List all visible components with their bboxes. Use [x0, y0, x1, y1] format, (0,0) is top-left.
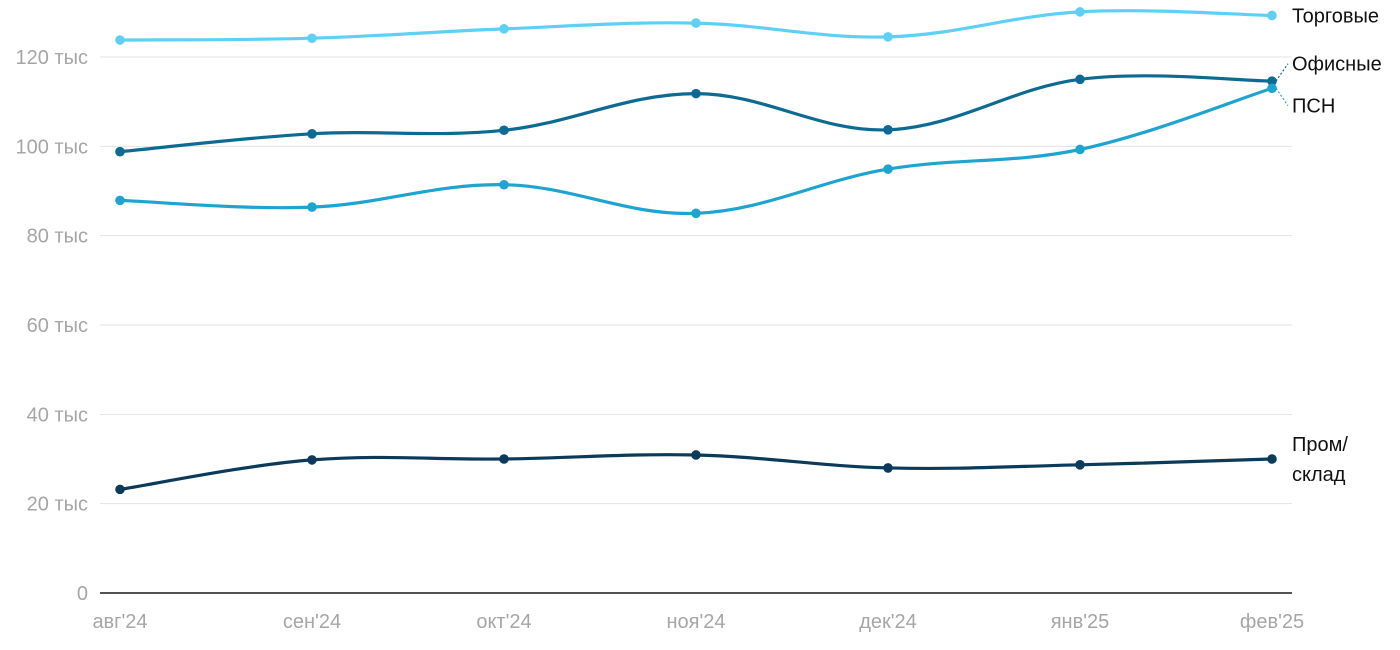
data-point-торговые: [1075, 7, 1085, 17]
data-point-пром-склад: [1267, 454, 1277, 464]
data-point-псн: [883, 164, 893, 174]
y-tick-label: 60 тыс: [27, 315, 88, 337]
data-point-торговые: [499, 24, 509, 34]
x-tick-label: янв'25: [1051, 611, 1110, 633]
x-tick-label: фев'25: [1240, 611, 1304, 633]
data-point-офисные: [115, 146, 125, 157]
series-label-пром-склад: Пром/: [1292, 434, 1348, 456]
x-tick-label: дек'24: [859, 611, 917, 633]
y-axis-ticks: 0 20 тыс 40 тыс 60 тыс 80 тыс 100 тыс 120 тыс: [16, 47, 88, 605]
data-point-псн: [307, 202, 317, 212]
data-point-торговые: [1267, 10, 1277, 21]
data-point-псн: [499, 179, 509, 190]
series-line-офисные: [118, 74, 1274, 154]
series-label-офисные: Офисные: [1292, 54, 1382, 76]
data-point-торговые: [307, 33, 317, 44]
data-point-торговые: [883, 32, 893, 42]
data-point-пром-склад: [1075, 460, 1085, 470]
label-leader-офисные: [1275, 63, 1289, 82]
series-label-псн: ПСН: [1292, 96, 1335, 118]
data-point-офисные: [499, 125, 509, 136]
y-tick-label: 100 тыс: [16, 136, 88, 158]
data-point-торговые: [115, 35, 125, 45]
x-tick-label: ноя'24: [666, 611, 725, 633]
x-axis-ticks: авг'24 сен'24 окт'24 ноя'24 дек'24 янв'25 фев'…: [92, 611, 1304, 633]
series-lines: [115, 7, 1277, 495]
data-point-псн: [1267, 83, 1277, 94]
label-leader-псн: [1275, 87, 1289, 107]
data-point-пром-склад: [883, 463, 893, 473]
y-tick-label: 80 тыс: [27, 226, 88, 248]
y-tick-label: 20 тыс: [27, 494, 88, 516]
data-point-офисные: [883, 125, 893, 135]
series-line-псн: [118, 86, 1274, 216]
data-point-пром-склад: [691, 450, 701, 460]
series-line-пром-склад: [118, 453, 1274, 491]
data-point-псн: [691, 208, 701, 219]
series-label-пром-склад: склад: [1292, 464, 1346, 486]
data-point-офисные: [307, 129, 317, 139]
data-point-офисные: [1267, 76, 1277, 86]
y-tick-label: 40 тыс: [27, 404, 88, 426]
data-point-пром-склад: [499, 454, 509, 464]
data-point-офисные: [1075, 74, 1085, 85]
data-point-пром-склад: [307, 455, 317, 465]
data-point-пром-склад: [115, 484, 125, 495]
series-label-торговые: Торговые: [1292, 5, 1379, 27]
y-tick-label: 0: [77, 583, 88, 605]
data-point-офисные: [691, 88, 701, 99]
data-point-псн: [1075, 144, 1085, 155]
series-end-labels: Торговые Офисные ПСН Пром/склад: [1275, 5, 1382, 486]
y-tick-label: 120 тыс: [16, 47, 88, 69]
data-point-торговые: [691, 18, 701, 28]
x-tick-label: окт'24: [476, 611, 531, 633]
data-point-псн: [115, 195, 125, 206]
x-tick-label: авг'24: [92, 611, 147, 633]
x-tick-label: сен'24: [283, 611, 341, 633]
gridlines: [100, 56, 1292, 505]
